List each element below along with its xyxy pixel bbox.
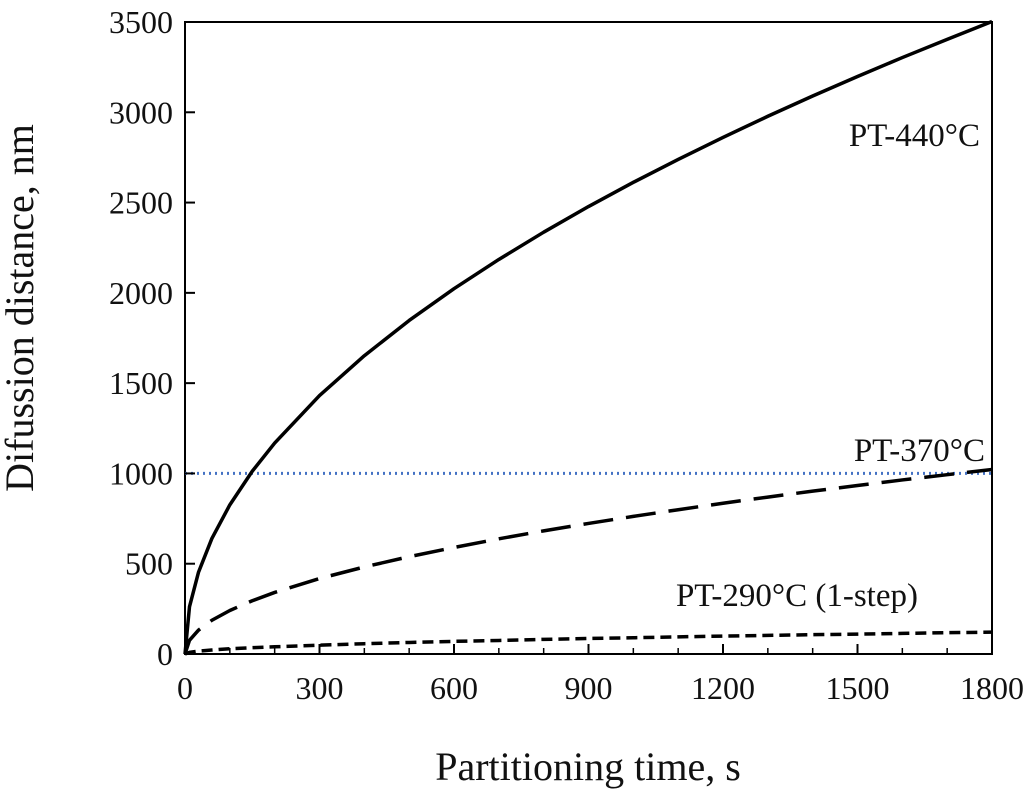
x-tick-label: 300 <box>296 670 344 706</box>
y-tick-label: 1000 <box>109 455 173 491</box>
y-axis-ticks <box>185 21 195 655</box>
x-tick-label: 1200 <box>691 670 755 706</box>
series-label-pt-440: PT-440°C <box>849 118 980 154</box>
y-axis-title: Difussion distance, nm <box>0 124 42 492</box>
y-tick-label: 2500 <box>109 185 173 221</box>
x-axis-title: Partitioning time, s <box>435 744 741 789</box>
x-tick-label: 1800 <box>960 670 1024 706</box>
series-label-pt-370: PT-370°C <box>854 433 985 469</box>
y-tick-label: 3000 <box>109 94 173 130</box>
x-tick-label: 900 <box>565 670 613 706</box>
plot-area <box>183 19 993 656</box>
y-tick-label: 3500 <box>109 4 173 40</box>
x-tick-label: 1500 <box>826 670 890 706</box>
y-tick-label: 1500 <box>109 365 173 401</box>
y-tick-label: 2000 <box>109 275 173 311</box>
y-axis-tick-labels: 0 500 1000 1500 2000 2500 3000 3500 <box>109 4 173 672</box>
series-label-pt-290: PT-290°C (1-step) <box>676 578 918 614</box>
series-line-pt-370 <box>183 467 993 655</box>
x-axis-ticks <box>184 644 993 654</box>
series-group <box>183 19 993 656</box>
x-axis-tick-labels: 0 300 600 900 1200 1500 1800 <box>177 670 1024 706</box>
series-line-pt-440 <box>183 19 993 655</box>
series-line-pt-290 <box>184 630 993 656</box>
y-tick-label: 500 <box>125 546 173 582</box>
x-tick-label: 600 <box>430 670 478 706</box>
plot-frame <box>184 21 993 655</box>
x-tick-label: 0 <box>177 670 193 706</box>
y-tick-label: 0 <box>157 636 173 672</box>
